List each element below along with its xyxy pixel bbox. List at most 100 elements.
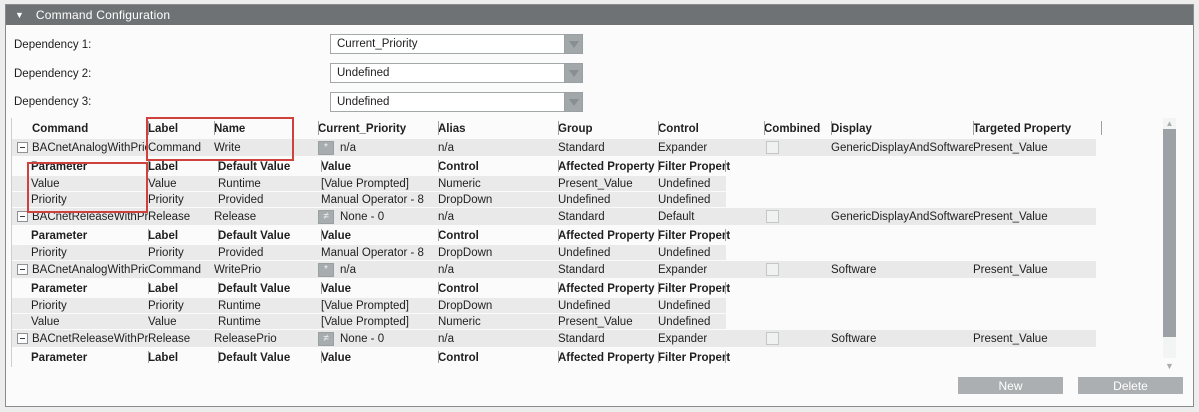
delete-button[interactable]: Delete <box>1078 377 1183 394</box>
column-header-affected-property[interactable]: Affected Property <box>558 279 658 298</box>
collapse-minus-icon[interactable] <box>17 264 28 275</box>
collapse-minus-icon[interactable] <box>17 333 28 344</box>
combined-checkbox[interactable] <box>766 263 779 276</box>
column-header-name[interactable]: Name <box>214 118 318 139</box>
parameter-cell: Value <box>31 315 60 328</box>
column-header-param-control[interactable]: Control <box>438 226 558 245</box>
column-header-param-label[interactable]: Label <box>148 157 218 176</box>
parameter-row[interactable]: Value Value Runtime [Value Prompted] Num… <box>12 176 726 191</box>
dependency-3-value[interactable]: Undefined <box>330 92 564 112</box>
dropdown-button[interactable] <box>564 92 583 112</box>
value-cell: [Value Prompted] <box>321 315 410 328</box>
filter-property-cell: Undefined <box>658 299 711 312</box>
column-header-command[interactable]: Command <box>32 122 89 135</box>
command-row[interactable]: BACnetAnalogWithPrior Command Write * n/a… <box>12 139 1096 156</box>
dropdown-button[interactable] <box>564 63 583 83</box>
column-header-value[interactable]: Value <box>321 157 438 176</box>
column-header-combined[interactable]: Combined <box>764 118 831 139</box>
group-cell: Standard <box>558 141 605 154</box>
column-header-param-label[interactable]: Label <box>148 348 218 367</box>
parameter-header-row: Parameter Label Default Value Value Cont… <box>12 348 1163 367</box>
column-header-param-control[interactable]: Control <box>438 279 558 298</box>
column-header-default-value[interactable]: Default Value <box>218 279 321 298</box>
column-header-alias[interactable]: Alias <box>438 118 558 139</box>
scrollbar-thumb[interactable] <box>1163 129 1176 337</box>
column-header-value[interactable]: Value <box>321 348 438 367</box>
scroll-up-icon[interactable]: ▲ <box>1165 119 1174 128</box>
column-header-parameter[interactable]: Parameter <box>31 160 88 173</box>
column-header-filter-property[interactable]: Filter Property <box>658 279 730 298</box>
targeted-property-cell: Present_Value <box>973 210 1048 223</box>
command-row[interactable]: BACnetReleaseWithPrior Release ReleasePr… <box>12 330 1096 347</box>
dependency-1-select[interactable]: Current_Priority <box>330 34 583 54</box>
display-cell: Software <box>831 263 877 276</box>
control-cell: Expander <box>658 263 708 276</box>
parameter-row[interactable]: Priority Priority Runtime [Value Prompte… <box>12 298 726 313</box>
name-cell: ReleasePrio <box>214 332 277 345</box>
column-header-default-value[interactable]: Default Value <box>218 157 321 176</box>
not-equal-badge-icon: ≠ <box>318 209 334 224</box>
column-header-affected-property[interactable]: Affected Property <box>558 348 658 367</box>
param-control-cell: Numeric <box>438 177 481 190</box>
column-header-value[interactable]: Value <box>321 279 438 298</box>
chevron-down-icon <box>568 69 579 77</box>
dependency-3-select[interactable]: Undefined <box>330 92 583 112</box>
column-header-filter-property[interactable]: Filter Property <box>658 226 730 245</box>
column-header-default-value[interactable]: Default Value <box>218 226 321 245</box>
vertical-scrollbar[interactable]: ▲ <box>1163 118 1176 358</box>
column-header-param-control[interactable]: Control <box>438 348 558 367</box>
affected-property-cell: Present_Value <box>558 177 633 190</box>
column-header-value[interactable]: Value <box>321 226 438 245</box>
scroll-down-icon[interactable]: ▼ <box>1165 361 1174 371</box>
column-header-parameter[interactable]: Parameter <box>31 351 88 364</box>
dropdown-button[interactable] <box>564 34 583 54</box>
chevron-down-icon <box>568 98 579 106</box>
new-button[interactable]: New <box>958 377 1063 394</box>
column-header-current-priority[interactable]: Current_Priority <box>318 118 438 139</box>
parameter-cell: Priority <box>31 193 67 206</box>
affected-property-cell: Present_Value <box>558 315 633 328</box>
column-header-filter-property[interactable]: Filter Property <box>658 348 730 367</box>
column-header-targeted-property[interactable]: Targeted Property <box>973 118 1106 139</box>
label-cell: Release <box>148 210 191 223</box>
column-header-display[interactable]: Display <box>831 118 973 139</box>
value-cell: [Value Prompted] <box>321 177 410 190</box>
collapse-minus-icon[interactable] <box>17 211 28 222</box>
dependency-2-value[interactable]: Undefined <box>330 63 564 83</box>
column-header-param-label[interactable]: Label <box>148 226 218 245</box>
column-header-label[interactable]: Label <box>148 118 214 139</box>
column-header-default-value[interactable]: Default Value <box>218 348 321 367</box>
control-cell: Expander <box>658 141 708 154</box>
column-header-group[interactable]: Group <box>558 118 658 139</box>
dependency-2-select[interactable]: Undefined <box>330 63 583 83</box>
combined-checkbox[interactable] <box>766 210 779 223</box>
collapse-icon[interactable]: ▼ <box>15 10 24 20</box>
column-header-param-control[interactable]: Control <box>438 157 558 176</box>
column-header-param-label[interactable]: Label <box>148 279 218 298</box>
combined-checkbox[interactable] <box>766 141 779 154</box>
column-header-filter-property[interactable]: Filter Property <box>658 157 730 176</box>
parameter-row[interactable]: Priority Priority Provided Manual Operat… <box>12 245 726 260</box>
parameter-cell: Priority <box>31 246 67 259</box>
label-cell: Release <box>148 332 191 345</box>
column-header-control[interactable]: Control <box>658 118 764 139</box>
dependency-1-label: Dependency 1: <box>14 39 92 51</box>
column-header-parameter[interactable]: Parameter <box>31 229 88 242</box>
command-row[interactable]: BACnetAnalogWithPrior Command WritePrio … <box>12 261 1096 278</box>
column-header-parameter[interactable]: Parameter <box>31 282 88 295</box>
command-row[interactable]: BACnetReleaseWithPrior Release Release ≠… <box>12 208 1096 225</box>
panel-header[interactable]: ▼ Command Configuration <box>6 5 1193 25</box>
collapse-minus-icon[interactable] <box>17 142 28 153</box>
filter-property-cell: Undefined <box>658 193 711 206</box>
param-label-cell: Value <box>148 177 177 190</box>
dependency-1-value[interactable]: Current_Priority <box>330 34 564 54</box>
column-header-affected-property[interactable]: Affected Property <box>558 157 658 176</box>
targeted-property-cell: Present_Value <box>973 141 1048 154</box>
parameter-row[interactable]: Priority Priority Provided Manual Operat… <box>12 192 726 207</box>
group-cell: Standard <box>558 210 605 223</box>
column-header-affected-property[interactable]: Affected Property <box>558 226 658 245</box>
alias-cell: n/a <box>438 210 454 223</box>
combined-checkbox[interactable] <box>766 332 779 345</box>
dependency-3-label: Dependency 3: <box>14 96 92 108</box>
parameter-row[interactable]: Value Value Runtime [Value Prompted] Num… <box>12 314 726 329</box>
